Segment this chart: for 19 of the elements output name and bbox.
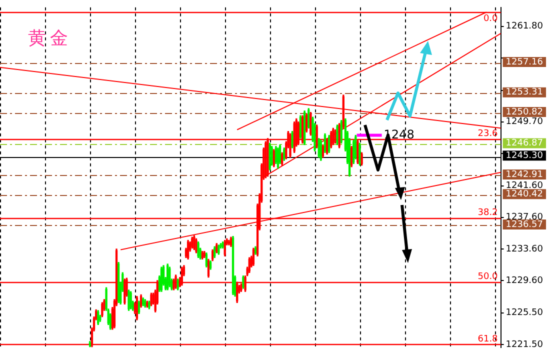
y-tick-label: 1261.80 [506, 22, 544, 32]
annotation: 50.0 [478, 272, 498, 282]
ref-line-label: 1240.42 [506, 189, 543, 200]
ref-line-label: 1246.87 [506, 138, 543, 149]
ref-line-label: 1257.16 [506, 57, 544, 68]
annotation: 23.6 [478, 129, 498, 140]
annotation: 38.2 [478, 208, 498, 218]
annotation: 0.0 [483, 14, 498, 24]
y-tick-label: 1221.50 [506, 340, 544, 350]
ref-line-label: 1242.91 [506, 170, 543, 180]
ref-line-label: 1250.82 [506, 107, 543, 118]
text: 黄金 [28, 27, 72, 50]
ref-line-label: 1253.31 [506, 88, 543, 98]
y-tick-label: 1233.60 [506, 244, 544, 254]
annotation: 61.8 [478, 334, 498, 344]
y-tick-label: 1249.70 [506, 117, 544, 128]
y-tick-label: 1225.50 [506, 308, 544, 318]
y-tick-label: 1229.60 [506, 276, 544, 286]
ref-line-label: 1245.30 [506, 150, 544, 161]
